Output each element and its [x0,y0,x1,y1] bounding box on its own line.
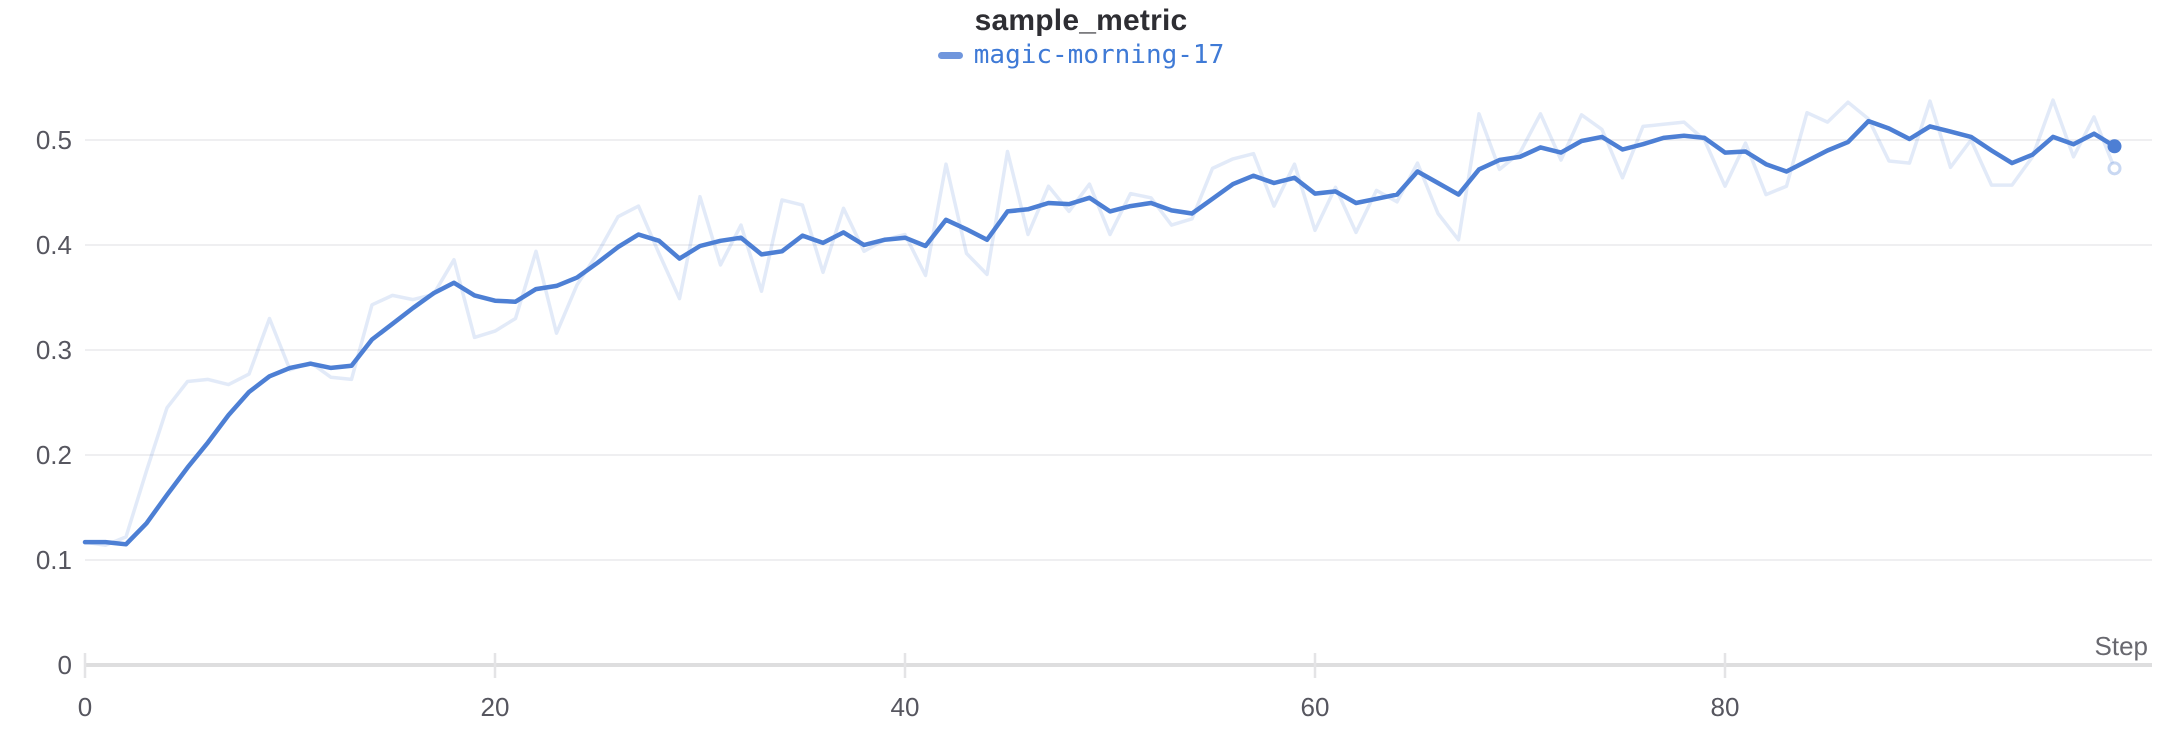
raw-series-line [83,98,2117,548]
legend-line-swatch [937,51,963,59]
x-tick-label: 0 [78,692,92,722]
x-tick-label: 80 [1711,692,1740,722]
x-axis-title: Step [2094,631,2149,661]
y-tick-label: 0 [58,650,72,680]
raw-series-end-dot [2107,161,2122,176]
y-tick-label: 0.5 [36,125,72,155]
x-tick-label: 60 [1301,692,1330,722]
x-tick-label: 20 [481,692,510,722]
smoothed-series-line [82,118,2117,547]
chart-title: sample_metric [974,4,1188,37]
legend-run-name: magic-morning-17 [973,40,1225,70]
smoothed-series-end-dot [2107,139,2122,154]
y-tick-label: 0.3 [36,335,72,365]
legend[interactable]: magic-morning-17 [0,40,2162,70]
x-tick-label: 40 [891,692,920,722]
y-tick-label: 0.2 [36,440,72,470]
y-tick-label: 0.1 [36,545,72,575]
y-tick-label: 0.4 [36,230,72,260]
